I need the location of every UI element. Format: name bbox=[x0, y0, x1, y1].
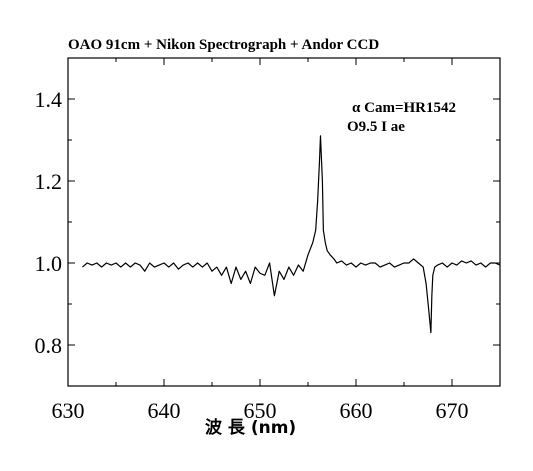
y-tick-label: 1.4 bbox=[35, 87, 63, 112]
spectrum-line bbox=[82, 135, 501, 334]
annotation-spectral-type: O9.5 I ae bbox=[347, 119, 405, 135]
chart-title: OAO 91cm + Nikon Spectrograph + Andor CC… bbox=[68, 37, 379, 53]
y-tick-labels: 0.8 1.0 1.2 1.4 bbox=[35, 87, 63, 358]
x-tick-labels: 630 640 650 660 670 bbox=[52, 398, 469, 423]
x-tick-label: 640 bbox=[148, 398, 181, 423]
y-tick-label: 0.8 bbox=[35, 333, 63, 358]
series bbox=[82, 135, 501, 334]
annotation-star: α Cam=HR1542 bbox=[352, 100, 456, 116]
x-axis-label: 波 長 (nm) bbox=[205, 417, 296, 438]
x-tick-label: 650 bbox=[244, 398, 277, 423]
x-tick-label: 660 bbox=[340, 398, 373, 423]
y-tick-label: 1.0 bbox=[35, 251, 63, 276]
x-tick-label: 670 bbox=[436, 398, 469, 423]
y-tick-label: 1.2 bbox=[35, 169, 63, 194]
x-tick-label: 630 bbox=[52, 398, 85, 423]
